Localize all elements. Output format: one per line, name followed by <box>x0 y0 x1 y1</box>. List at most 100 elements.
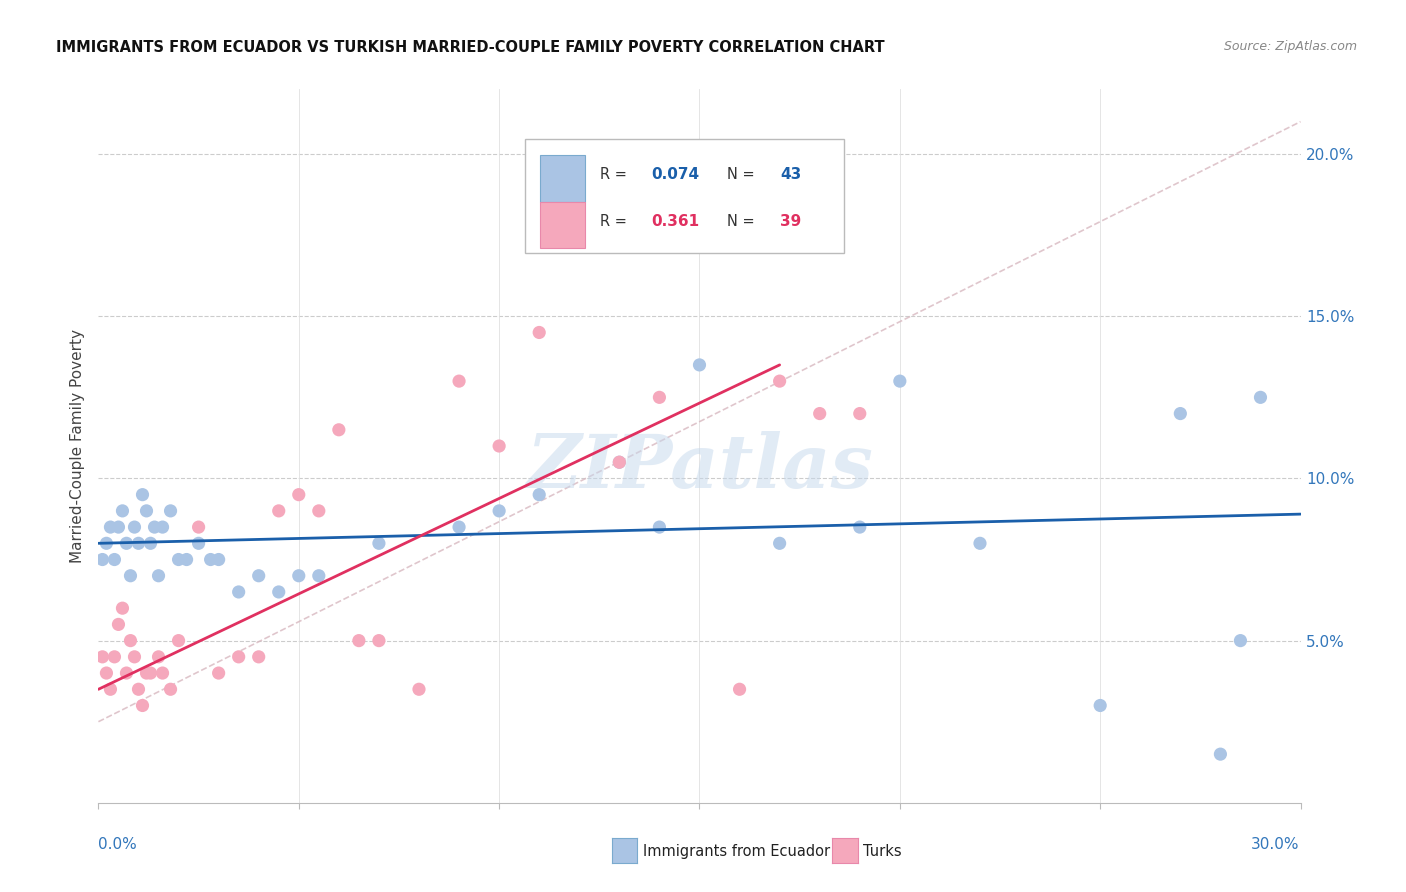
Point <box>308 504 330 518</box>
Point <box>96 536 118 550</box>
Point <box>228 649 250 664</box>
Point <box>689 211 711 226</box>
Point <box>107 520 129 534</box>
Point <box>124 520 146 534</box>
Point <box>120 633 142 648</box>
Point <box>200 552 222 566</box>
Point <box>648 520 671 534</box>
Point <box>135 504 157 518</box>
Point <box>152 666 174 681</box>
Point <box>103 552 125 566</box>
Point <box>143 520 166 534</box>
Point <box>849 520 872 534</box>
Point <box>368 633 391 648</box>
Point <box>488 439 510 453</box>
Point <box>368 536 391 550</box>
Point <box>247 568 270 582</box>
Point <box>128 682 150 697</box>
Point <box>529 326 551 340</box>
Point <box>328 423 350 437</box>
Point <box>267 504 290 518</box>
Point <box>124 649 146 664</box>
Point <box>849 407 872 421</box>
Point <box>96 666 118 681</box>
Text: 0.0%: 0.0% <box>98 837 138 852</box>
Point <box>100 682 122 697</box>
Point <box>408 682 430 697</box>
Point <box>568 228 591 243</box>
Text: ZIPatlas: ZIPatlas <box>526 431 873 504</box>
Point <box>107 617 129 632</box>
Point <box>131 698 153 713</box>
Point <box>167 633 190 648</box>
Point <box>1250 390 1272 404</box>
Point <box>247 649 270 664</box>
Point <box>159 682 181 697</box>
Point <box>228 585 250 599</box>
FancyBboxPatch shape <box>540 155 585 202</box>
Text: 39: 39 <box>780 214 801 228</box>
Point <box>1088 698 1111 713</box>
Point <box>447 520 470 534</box>
Point <box>488 504 510 518</box>
Text: 0.074: 0.074 <box>651 168 700 182</box>
Point <box>447 374 470 388</box>
Point <box>152 520 174 534</box>
Text: N =: N = <box>727 168 755 182</box>
Point <box>103 649 125 664</box>
Point <box>288 488 311 502</box>
Point <box>1209 747 1232 761</box>
Text: 43: 43 <box>780 168 801 182</box>
Point <box>689 358 711 372</box>
Point <box>1229 633 1251 648</box>
Point <box>115 666 138 681</box>
Point <box>889 374 911 388</box>
Point <box>131 488 153 502</box>
Point <box>609 455 631 469</box>
Point <box>128 536 150 550</box>
Point <box>288 568 311 582</box>
Text: Source: ZipAtlas.com: Source: ZipAtlas.com <box>1223 40 1357 54</box>
Point <box>159 504 181 518</box>
Point <box>769 536 792 550</box>
Point <box>148 568 170 582</box>
Text: R =: R = <box>600 214 627 228</box>
Text: IMMIGRANTS FROM ECUADOR VS TURKISH MARRIED-COUPLE FAMILY POVERTY CORRELATION CHA: IMMIGRANTS FROM ECUADOR VS TURKISH MARRI… <box>56 40 884 55</box>
Point <box>139 666 162 681</box>
FancyBboxPatch shape <box>526 139 844 253</box>
Point <box>187 520 209 534</box>
Point <box>648 390 671 404</box>
Point <box>111 504 134 518</box>
Point <box>347 633 370 648</box>
Point <box>969 536 991 550</box>
Point <box>176 552 198 566</box>
Point <box>267 585 290 599</box>
Point <box>808 407 831 421</box>
Point <box>111 601 134 615</box>
Point <box>208 666 231 681</box>
Point <box>91 649 114 664</box>
Point <box>529 488 551 502</box>
Point <box>1170 407 1192 421</box>
Point <box>187 536 209 550</box>
Text: N =: N = <box>727 214 755 228</box>
Point <box>91 552 114 566</box>
Point <box>148 649 170 664</box>
Text: 30.0%: 30.0% <box>1251 837 1299 852</box>
Point <box>120 568 142 582</box>
Text: Immigrants from Ecuador: Immigrants from Ecuador <box>643 845 830 859</box>
Point <box>135 666 157 681</box>
Y-axis label: Married-Couple Family Poverty: Married-Couple Family Poverty <box>69 329 84 563</box>
Point <box>139 536 162 550</box>
Point <box>308 568 330 582</box>
Point <box>769 374 792 388</box>
Text: R =: R = <box>600 168 627 182</box>
Point <box>100 520 122 534</box>
FancyBboxPatch shape <box>540 202 585 248</box>
Text: 0.361: 0.361 <box>651 214 700 228</box>
Point <box>609 455 631 469</box>
Point <box>728 682 751 697</box>
Point <box>115 536 138 550</box>
Point <box>167 552 190 566</box>
Text: Turks: Turks <box>863 845 901 859</box>
